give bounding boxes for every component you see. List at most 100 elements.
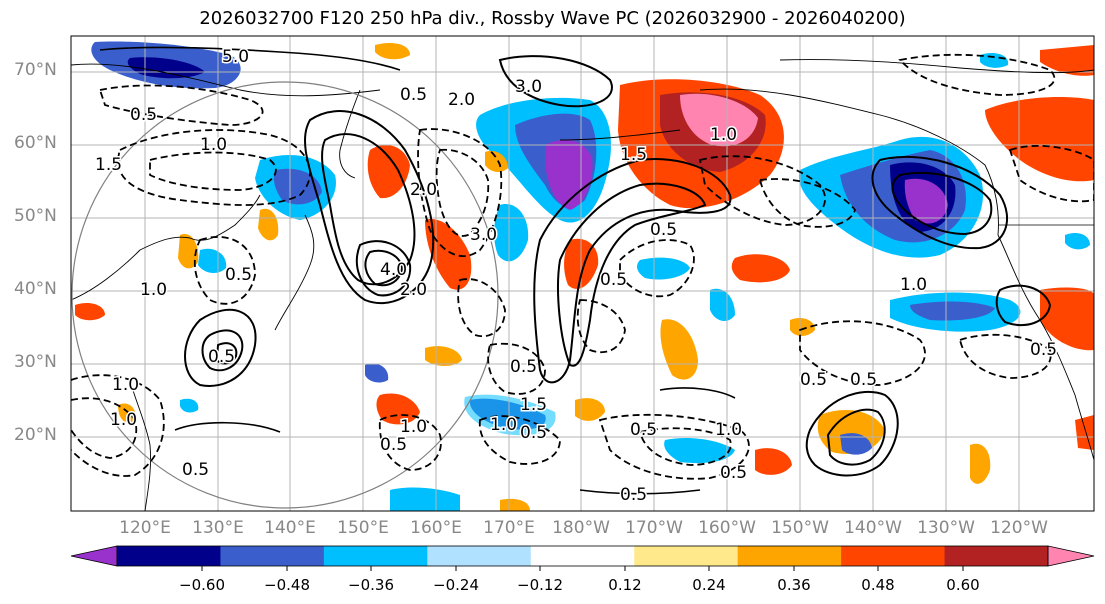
coast-namerica-west (997, 234, 1094, 461)
contour-solid (321, 133, 416, 286)
contour-label: 1.5 (620, 145, 647, 165)
lon-label: 170°W (625, 518, 683, 538)
contour-label: 3.0 (515, 77, 542, 97)
contour-dashed (1008, 144, 1094, 203)
contour-label: 3.0 (470, 225, 497, 245)
colorbar-extension-high (1047, 545, 1095, 567)
shade-lightblue-14 (180, 398, 199, 413)
contour-label: 0.5 (850, 370, 877, 390)
shade-purple-2 (904, 178, 948, 224)
contour-solid (364, 249, 404, 287)
contour-dashed (478, 415, 561, 465)
contour-label: 1.5 (95, 155, 122, 175)
contour-label: 0.5 (630, 420, 657, 440)
contour-solid (659, 387, 736, 399)
colorbar-segment (427, 546, 532, 566)
shade-orange-17 (1075, 415, 1094, 450)
shade-orange-13 (178, 234, 199, 269)
contour-label: 1.0 (710, 125, 737, 145)
colorbar-segment (220, 546, 325, 566)
shade-lightblue-11 (710, 288, 735, 322)
shade-lightblue-9 (390, 487, 460, 511)
contour-dashed (799, 320, 926, 386)
contour-dashed (71, 374, 165, 477)
contour-label: 4.0 (380, 260, 407, 280)
contour-dashed (638, 427, 732, 466)
contour-label: 1.0 (715, 420, 742, 440)
contour-dashed (758, 178, 857, 228)
shade-orange-14 (75, 303, 105, 321)
lon-label: 140°W (844, 518, 902, 538)
lon-label: 150°E (337, 518, 389, 538)
shade-lightblue-6 (637, 257, 690, 280)
lon-label: 130°E (192, 518, 244, 538)
contour-label: 0.5 (380, 435, 407, 455)
shade-orange-5 (731, 254, 790, 283)
contour-label: 1.0 (900, 275, 927, 295)
contour-dashed (117, 129, 311, 206)
lon-label: 130°W (917, 518, 975, 538)
contour-label: 1.0 (490, 415, 517, 435)
contour-labels: 5.03.02.01.50.50.51.0 1.51.04.03.02.00.50… (94, 46, 1059, 507)
coastlines (71, 59, 1094, 511)
lon-label: 120°E (119, 518, 171, 538)
shade-blue-6 (840, 433, 872, 455)
lon-label: 140°E (264, 518, 316, 538)
shade-orange-18 (790, 318, 815, 336)
dashed-contours (71, 53, 1094, 480)
colorbar-tick-label: −0.12 (517, 576, 563, 594)
colorbar-segment (737, 546, 842, 566)
shade-orange-20 (485, 150, 508, 172)
coast-kamchatka (339, 89, 361, 179)
lon-label: 160°E (410, 518, 462, 538)
map-title: 2026032700 F120 250 hPa div., Rossby Wav… (199, 8, 906, 29)
contour-dashed (149, 151, 277, 191)
contour-solid (891, 172, 993, 236)
contour-label: 1.0 (110, 410, 137, 430)
contour-label: 0.5 (800, 370, 827, 390)
contour-dashed (71, 397, 138, 459)
lat-label-40n: 40°N (14, 279, 57, 299)
colorbar-segment (323, 546, 428, 566)
contour-label: 0.5 (620, 485, 647, 505)
shade-orange-se (1040, 287, 1094, 351)
contour-dashed (598, 413, 750, 480)
contour-label: 1.0 (200, 135, 227, 155)
lon-label: 160°W (698, 518, 756, 538)
contour-solid (498, 55, 613, 108)
contour-label: 2.0 (448, 90, 475, 110)
contour-label: 2.0 (400, 280, 427, 300)
colorbar-segment (841, 546, 946, 566)
contour-solid (184, 308, 257, 387)
contour-dashed (435, 148, 490, 237)
contour-label: 2.0 (410, 180, 437, 200)
lat-label-30n: 30°N (14, 352, 57, 372)
contour-label: 0.5 (1030, 340, 1057, 360)
contour-solid (303, 110, 435, 305)
contour-label: 0.5 (182, 460, 209, 480)
shade-orange-11 (970, 443, 991, 484)
shade-blue-4 (273, 168, 322, 205)
colorbar-segment (634, 546, 739, 566)
shade-lightblue-7 (464, 394, 556, 436)
contour-dashed (457, 278, 506, 338)
solid-contours (99, 46, 1052, 495)
contour-dashed (487, 342, 546, 395)
colorbar-segment (944, 546, 1049, 566)
shade-navy-arctic (127, 57, 205, 79)
contour-solid (805, 390, 899, 477)
shade-orange-19 (258, 208, 279, 241)
shade-orange-21 (375, 43, 410, 60)
contour-solid (826, 408, 886, 466)
contour-solid (995, 284, 1052, 327)
shade-orange-3 (425, 219, 472, 290)
colorbar-extension-low (70, 545, 118, 567)
shade-pink-1 (680, 93, 758, 147)
contour-label: 0.5 (208, 347, 235, 367)
colorbar-tick-label: 0.48 (861, 576, 895, 594)
shade-orange-east (985, 97, 1094, 182)
coast-philippines (129, 379, 151, 511)
shade-orange-7 (376, 393, 420, 425)
contour-dashed (98, 84, 264, 126)
